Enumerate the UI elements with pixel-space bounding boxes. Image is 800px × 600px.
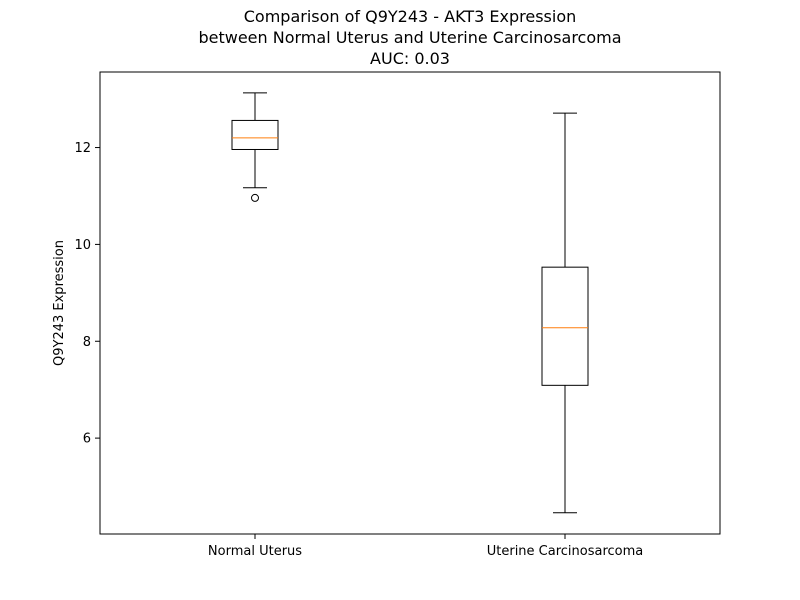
chart-title-line: AUC: 0.03 — [370, 49, 450, 68]
iqr-box — [541, 266, 589, 386]
outlier-point — [251, 193, 259, 202]
chart-title: Comparison of Q9Y243 - AKT3 Expression be… — [198, 7, 621, 68]
chart-title-line: Comparison of Q9Y243 - AKT3 Expression — [244, 7, 577, 26]
y-tick-label: 8 — [83, 335, 91, 350]
box-plots — [231, 92, 589, 514]
plot-area — [99, 71, 721, 535]
box-plot-normal-uterus — [231, 92, 279, 202]
iqr-box — [231, 119, 279, 150]
x-tick-label: Normal Uterus — [208, 544, 302, 559]
y-tick-label: 12 — [74, 141, 91, 156]
y-tick-label: 6 — [83, 432, 91, 447]
chart-title-line: between Normal Uterus and Uterine Carcin… — [198, 28, 621, 47]
y-tick-label: 10 — [74, 238, 91, 253]
y-axis-label: Q9Y243 Expression — [52, 240, 67, 366]
box-plot-uterine-carcinosarcoma — [541, 112, 589, 514]
x-tick-label: Uterine Carcinosarcoma — [487, 544, 644, 559]
y-axis: 6 8 10 12 — [74, 141, 100, 447]
x-axis: Normal Uterus Uterine Carcinosarcoma — [208, 534, 643, 559]
